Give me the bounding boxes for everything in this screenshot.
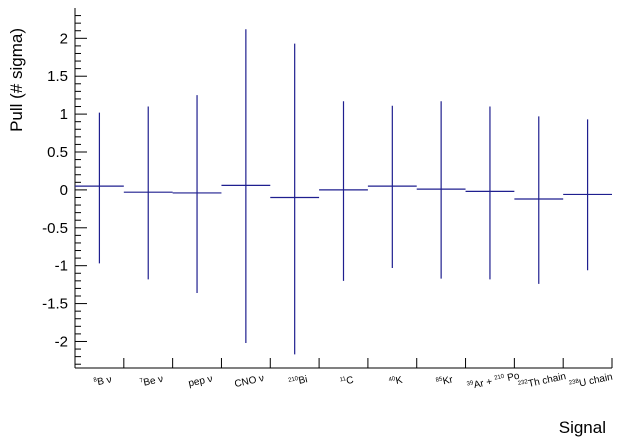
y-tick-label: 1	[60, 106, 68, 123]
y-axis-label: Pull (# sigma)	[7, 28, 26, 132]
y-axis-ticks: 2 1.5 1 0.5 0 -0.5 -1 -1.5 -2	[42, 15, 87, 365]
y-tick-label: -1	[55, 258, 68, 275]
y-tick-label: 1.5	[47, 68, 68, 85]
y-tick-label: 0	[60, 182, 68, 199]
y-tick-label: -0.5	[42, 220, 68, 237]
x-category-label: 7Be ν	[139, 374, 164, 390]
y-tick-label: -1.5	[42, 296, 68, 313]
x-category-label: pep ν	[187, 374, 213, 390]
x-category-label: 11C	[339, 375, 354, 389]
y-tick-label: 0.5	[47, 144, 68, 161]
axes	[74, 8, 612, 369]
x-category-label: 40K	[388, 375, 404, 389]
category-labels: 8B ν 7Be ν pep ν CNO ν 210Bi 11C 40K 85Kr 39Ar +…	[93, 371, 614, 393]
y-tick-label: 2	[60, 30, 68, 47]
x-category-label: 210Bi	[288, 374, 309, 389]
x-category-label: 85Kr	[435, 374, 454, 388]
y-tick-label: -2	[55, 333, 68, 350]
x-axis-label: Signal	[559, 418, 606, 437]
x-category-label: 232Th chain	[517, 371, 567, 392]
x-category-label: 8B ν	[93, 374, 113, 388]
x-category-label: CNO ν	[234, 373, 266, 390]
data-marks	[75, 29, 612, 355]
x-axis-ticks	[74, 358, 613, 368]
x-category-label: 39Ar + 210 Po	[466, 371, 521, 393]
x-category-label: 238U chain	[568, 372, 613, 392]
